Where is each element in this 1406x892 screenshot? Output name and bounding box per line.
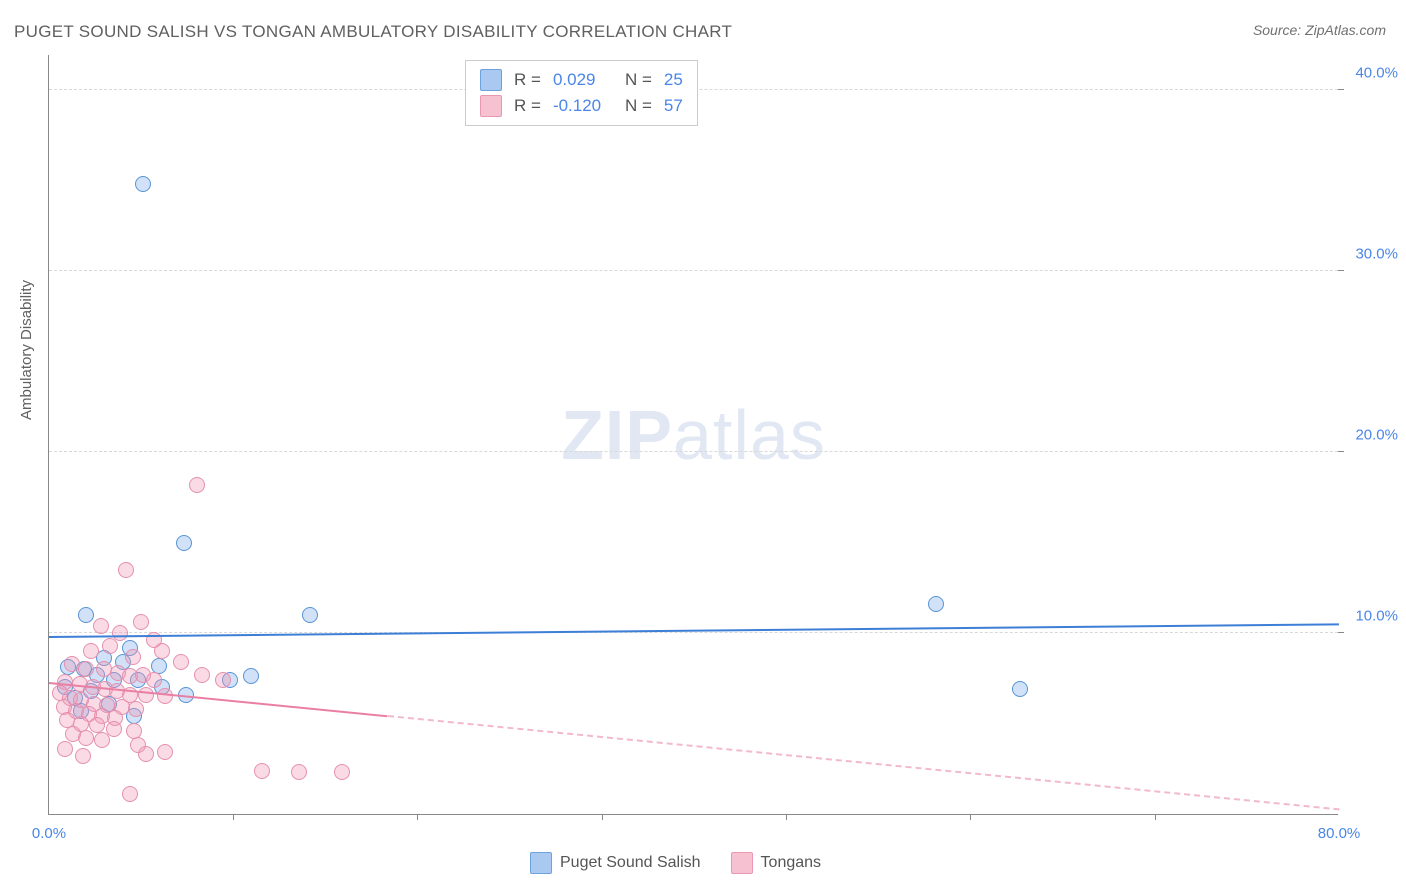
chart-title: PUGET SOUND SALISH VS TONGAN AMBULATORY … xyxy=(14,22,732,42)
legend-label: Tongans xyxy=(761,854,822,872)
y-tick-label: 20.0% xyxy=(1348,427,1398,444)
n-value: 25 xyxy=(664,70,683,90)
scatter-point xyxy=(133,614,149,630)
scatter-point xyxy=(173,654,189,670)
correlation-legend-row: R = 0.029N =25 xyxy=(480,67,683,93)
legend-item: Puget Sound Salish xyxy=(530,852,701,874)
scatter-point xyxy=(138,687,154,703)
scatter-point xyxy=(93,618,109,634)
source-attribution: Source: ZipAtlas.com xyxy=(1253,22,1386,38)
correlation-legend: R = 0.029N =25R = -0.120N =57 xyxy=(465,60,698,126)
y-axis-label: Ambulatory Disability xyxy=(18,280,35,420)
gridline xyxy=(49,632,1338,633)
legend-swatch xyxy=(480,95,502,117)
y-tick-label: 10.0% xyxy=(1348,608,1398,625)
y-tick-label: 40.0% xyxy=(1348,65,1398,82)
x-tick-label: 0.0% xyxy=(32,825,66,842)
legend-label: Puget Sound Salish xyxy=(560,854,701,872)
scatter-point xyxy=(96,661,112,677)
scatter-point xyxy=(83,643,99,659)
scatter-point xyxy=(126,723,142,739)
scatter-point xyxy=(189,477,205,493)
n-value: 57 xyxy=(664,96,683,116)
scatter-point xyxy=(176,535,192,551)
legend-swatch xyxy=(480,69,502,91)
scatter-point xyxy=(215,672,231,688)
chart-plot-area: ZIPatlas 10.0%20.0%30.0%40.0%0.0%80.0% xyxy=(48,55,1338,815)
scatter-point xyxy=(128,701,144,717)
series-legend: Puget Sound Salish Tongans xyxy=(530,852,821,874)
gridline xyxy=(49,270,1338,271)
scatter-point xyxy=(78,607,94,623)
scatter-point xyxy=(118,562,134,578)
scatter-point xyxy=(75,748,91,764)
scatter-point xyxy=(243,668,259,684)
legend-swatch xyxy=(731,852,753,874)
scatter-point xyxy=(125,649,141,665)
x-tick-label: 80.0% xyxy=(1318,825,1361,842)
correlation-legend-row: R = -0.120N =57 xyxy=(480,93,683,119)
scatter-point xyxy=(94,732,110,748)
scatter-point xyxy=(102,638,118,654)
scatter-point xyxy=(302,607,318,623)
scatter-point xyxy=(254,763,270,779)
r-value: -0.120 xyxy=(553,96,613,116)
scatter-point xyxy=(928,596,944,612)
r-value: 0.029 xyxy=(553,70,613,90)
scatter-point xyxy=(157,688,173,704)
legend-swatch xyxy=(530,852,552,874)
scatter-point xyxy=(135,176,151,192)
scatter-point xyxy=(194,667,210,683)
gridline xyxy=(49,451,1338,452)
scatter-point xyxy=(78,730,94,746)
scatter-point xyxy=(154,643,170,659)
scatter-point xyxy=(1012,681,1028,697)
scatter-point xyxy=(157,744,173,760)
scatter-point xyxy=(146,672,162,688)
scatter-point xyxy=(334,764,350,780)
scatter-point xyxy=(130,737,146,753)
scatter-point xyxy=(57,741,73,757)
y-tick-label: 30.0% xyxy=(1348,246,1398,263)
watermark-text: ZIPatlas xyxy=(561,395,826,475)
legend-item: Tongans xyxy=(731,852,822,874)
scatter-point xyxy=(291,764,307,780)
trend-line xyxy=(388,715,1340,810)
scatter-point xyxy=(122,786,138,802)
